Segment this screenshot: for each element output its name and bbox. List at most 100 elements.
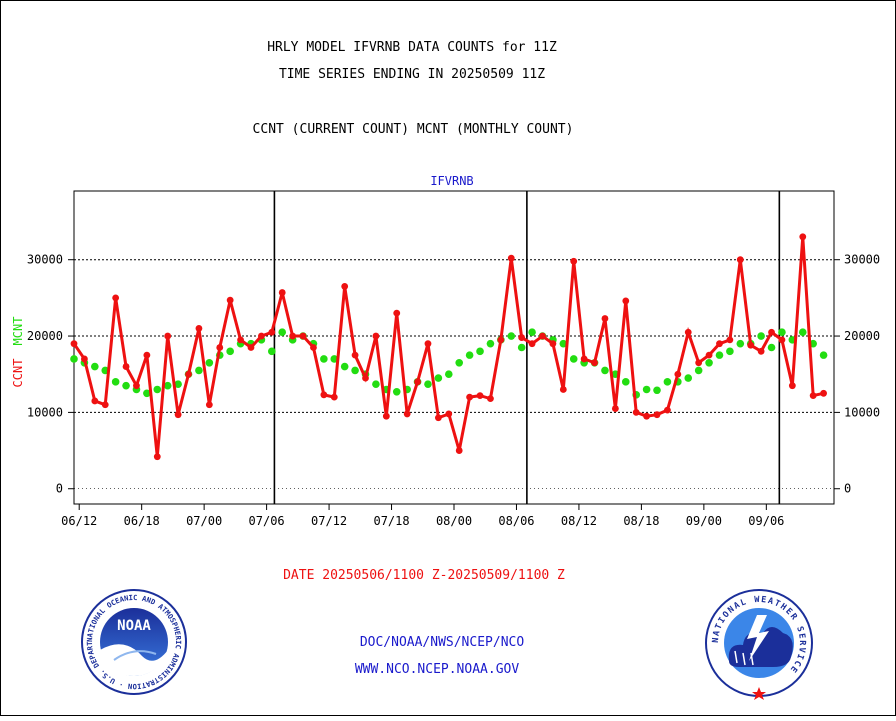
data-point-ccnt (257, 332, 265, 340)
data-point-mcnt (205, 358, 214, 367)
data-point-ccnt (705, 351, 713, 359)
data-point-mcnt (330, 355, 339, 363)
data-point-ccnt (101, 401, 109, 409)
y-ticks: 0 0 10000 10000 20000 20000 30000 30000 (27, 253, 880, 496)
data-point-mcnt (444, 370, 453, 379)
data-point-ccnt (622, 297, 630, 305)
data-point-ccnt (372, 332, 380, 340)
data-point-ccnt (466, 393, 474, 401)
data-point-mcnt (601, 366, 609, 375)
x-tick-label: 07/00 (186, 514, 222, 528)
data-point-ccnt (653, 411, 661, 419)
data-point-ccnt (778, 336, 786, 344)
data-point-ccnt (143, 351, 151, 359)
data-point-mcnt (143, 389, 151, 398)
data-point-mcnt (726, 347, 734, 356)
x-tick-label: 07/06 (249, 514, 285, 528)
data-point-ccnt (768, 328, 775, 336)
data-point-mcnt (465, 351, 474, 359)
data-point-ccnt (799, 233, 807, 241)
noaa-logo-text: NOAA (117, 618, 151, 634)
data-point-ccnt (497, 336, 505, 344)
data-point-mcnt (392, 387, 401, 396)
data-point-mcnt (424, 380, 432, 388)
data-point-ccnt (476, 392, 484, 399)
x-tick-label: 08/06 (498, 514, 534, 528)
data-point-mcnt (642, 385, 651, 394)
data-point-mcnt (767, 343, 776, 352)
data-point-mcnt (798, 328, 807, 337)
x-tick-label: 08/18 (623, 514, 659, 528)
data-point-ccnt (153, 453, 161, 461)
x-tick-label: 06/12 (61, 514, 97, 528)
data-point-ccnt (487, 395, 494, 403)
data-point-mcnt (434, 374, 443, 382)
data-point-ccnt (185, 370, 192, 378)
y-tick-label-right: 10000 (844, 405, 880, 419)
data-point-ccnt (205, 401, 213, 409)
y-tick-label-right: 20000 (844, 329, 880, 343)
data-point-ccnt (330, 393, 338, 401)
data-point-ccnt (455, 447, 463, 454)
x-tick-label: 09/00 (686, 514, 722, 528)
data-point-mcnt (268, 347, 276, 356)
data-point-mcnt (517, 343, 526, 352)
data-point-mcnt (153, 385, 162, 394)
data-point-ccnt (226, 296, 234, 304)
x-tick-label: 08/00 (436, 514, 472, 528)
star-icon (752, 687, 766, 700)
data-point-ccnt (195, 325, 203, 332)
data-point-ccnt (133, 382, 140, 390)
data-point-mcnt (195, 366, 203, 375)
data-point-ccnt (393, 309, 401, 317)
data-point-ccnt (809, 392, 817, 399)
x-tick-label: 07/18 (373, 514, 409, 528)
data-point-mcnt (486, 339, 495, 348)
x-tick-label: 06/18 (124, 514, 160, 528)
data-point-mcnt (694, 366, 703, 375)
data-point-ccnt (70, 340, 78, 348)
data-point-mcnt (621, 378, 630, 386)
grid (74, 259, 834, 490)
title-line-2: TIME SERIES ENDING IN 20250509 11Z (279, 67, 545, 82)
data-point-mcnt (559, 339, 568, 348)
data-point-mcnt (91, 362, 99, 371)
data-point-ccnt (559, 386, 567, 393)
footer-org: DOC/NOAA/NWS/NCEP/NCO (360, 635, 525, 650)
data-point-mcnt (663, 378, 672, 386)
data-point-mcnt (226, 347, 234, 356)
day-dividers (273, 191, 781, 504)
data-point-ccnt (122, 363, 130, 370)
data-point-ccnt (518, 334, 526, 341)
data-point-mcnt (174, 380, 182, 388)
y-tick-label-left: 10000 (27, 405, 63, 419)
x-tick-label: 09/06 (748, 514, 784, 528)
data-point-ccnt (278, 289, 286, 296)
date-range: DATE 20250506/1100 Z-20250509/1100 Z (283, 568, 565, 583)
data-point-ccnt (664, 406, 671, 414)
data-point-mcnt (476, 347, 484, 356)
data-point-mcnt (372, 380, 380, 388)
data-point-mcnt (351, 366, 359, 375)
data-point-mcnt (528, 328, 536, 337)
data-point-mcnt (569, 355, 578, 363)
x-tick-label: 08/12 (561, 514, 597, 528)
data-point-ccnt (174, 411, 182, 419)
data-point-ccnt (684, 328, 692, 336)
data-point-ccnt (601, 315, 609, 322)
data-point-ccnt (310, 344, 317, 351)
data-point-mcnt (778, 328, 786, 337)
data-point-ccnt (757, 347, 765, 355)
data-point-ccnt (445, 410, 453, 418)
data-point-ccnt (216, 344, 224, 351)
data-point-mcnt (278, 328, 287, 337)
data-point-mcnt (340, 362, 349, 371)
y-axis-label: CCNT MCNT (11, 317, 25, 388)
data-point-ccnt (580, 355, 588, 363)
data-point-ccnt (539, 332, 546, 340)
data-point-ccnt (528, 340, 536, 348)
data-point-ccnt (570, 257, 578, 265)
data-point-mcnt (507, 332, 516, 340)
data-point-mcnt (111, 378, 120, 386)
